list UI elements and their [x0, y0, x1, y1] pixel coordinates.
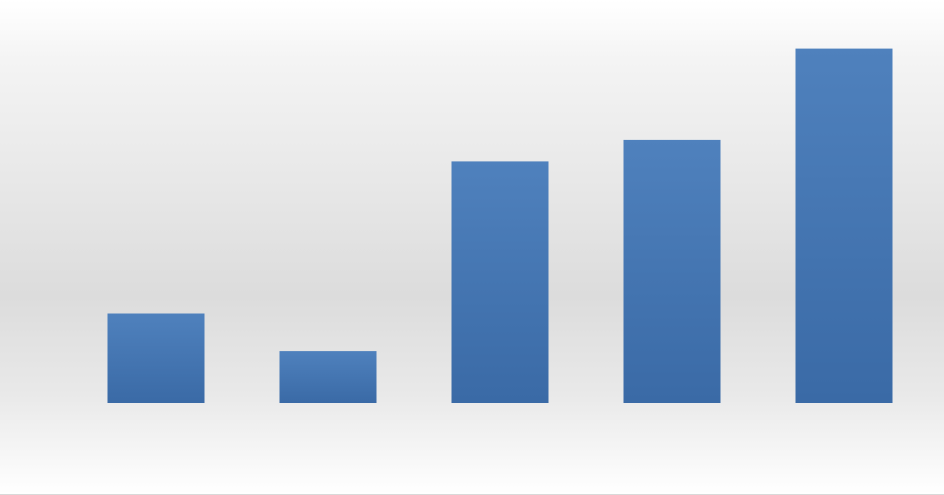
bars-group [107, 48, 893, 403]
bar-5 [795, 48, 893, 403]
bar-3 [451, 161, 549, 403]
bar-2 [279, 351, 377, 403]
bar-1 [107, 313, 205, 403]
bar-4 [623, 139, 721, 403]
